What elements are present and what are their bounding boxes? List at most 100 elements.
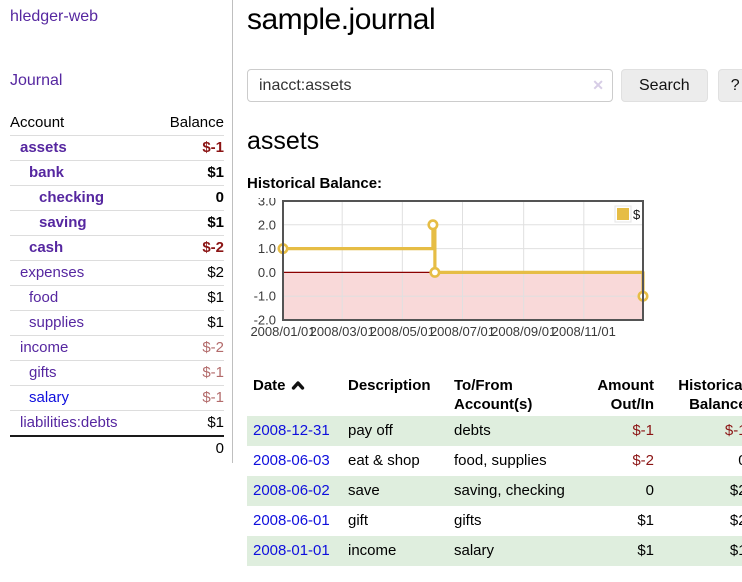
- plot-border: [282, 200, 644, 321]
- sort-ascending-icon: [291, 377, 305, 396]
- register-row[interactable]: 2008-06-02 save saving, checking 0 $2: [247, 476, 742, 506]
- account-row: supplies $1: [10, 310, 224, 336]
- y-tick-label: 2.0: [258, 217, 276, 232]
- account-balance: 0: [152, 185, 224, 211]
- data-point-marker[interactable]: [429, 266, 441, 278]
- transaction-balance: 0: [660, 446, 742, 476]
- account-row: cash $-2: [10, 235, 224, 261]
- accounts-total-spacer: [10, 435, 153, 461]
- account-balance: $-1: [152, 135, 224, 161]
- transaction-balance: $-1: [724, 422, 742, 439]
- clear-search-icon[interactable]: ✕: [592, 77, 604, 93]
- register-header-amount: Amount Out/In: [597, 377, 654, 413]
- account-name-cell: bank: [10, 160, 153, 186]
- accounts-header-row: Account Balance: [10, 111, 224, 136]
- register-row[interactable]: 2008-06-01 gift gifts $1 $2: [247, 506, 742, 536]
- account-balance: $2: [152, 260, 224, 286]
- account-name-cell: saving: [10, 210, 153, 236]
- register-header-description: Description: [348, 377, 431, 394]
- register-row[interactable]: 2008-06-03 eat & shop food, supplies $-2…: [247, 446, 742, 476]
- register-row[interactable]: 2008-12-31 pay off debts $-1 $-1: [247, 416, 742, 446]
- account-balance: $1: [152, 160, 224, 186]
- x-tick-label: 2008/07/01: [430, 324, 495, 339]
- x-tick-label: 2008/11/01: [552, 324, 616, 339]
- account-link[interactable]: food: [29, 289, 59, 306]
- legend-label: $: [633, 207, 641, 222]
- account-link[interactable]: checking: [39, 189, 105, 206]
- brand-link[interactable]: hledger-web: [10, 8, 99, 25]
- accounts-header-account: Account: [10, 111, 153, 136]
- account-link[interactable]: bank: [29, 164, 65, 181]
- transaction-accounts: gifts: [454, 512, 482, 529]
- account-link[interactable]: assets: [20, 139, 67, 156]
- account-name-cell: food: [10, 285, 153, 311]
- x-tick-label: 2008/03/01: [310, 324, 375, 339]
- historical-balance-chart[interactable]: 3.0 2.0 1.0 0.0 -1.0 -2.0 2008/01/01 2008/03/01…: [247, 198, 742, 350]
- account-name-cell: liabilities:debts: [10, 411, 152, 437]
- transaction-amount: 0: [645, 482, 654, 499]
- app-window: hledger-web Journal Account Balance asse…: [10, 0, 742, 566]
- search-button[interactable]: Search: [621, 69, 708, 102]
- search-field-wrap: ✕: [247, 69, 613, 102]
- account-name-cell: supplies: [10, 310, 153, 336]
- y-tick-label: 3.0: [258, 198, 276, 209]
- account-link[interactable]: expenses: [20, 264, 85, 281]
- accounts-balance-table: Account Balance assets $-1 bank $1 check…: [10, 111, 224, 461]
- register-header-row: Date Description To/From Account(s) Amou…: [247, 374, 742, 416]
- account-name-cell: income: [10, 335, 153, 361]
- transaction-date-link[interactable]: 2008-12-31: [253, 422, 330, 439]
- account-link[interactable]: income: [20, 339, 69, 356]
- transaction-date-cell: 2008-12-31: [247, 416, 348, 446]
- register-header-date[interactable]: Date: [247, 374, 348, 416]
- search-input[interactable]: [247, 69, 613, 102]
- account-name-cell: gifts: [10, 360, 153, 386]
- account-balance: $1: [152, 310, 224, 336]
- transaction-date-cell: 2008-06-01: [247, 506, 348, 536]
- app-brand: hledger-web: [10, 8, 224, 26]
- accounts-header-balance: Balance: [152, 111, 224, 136]
- y-tick-label: -2.0: [254, 313, 276, 328]
- transaction-amount: $-2: [632, 452, 654, 469]
- account-row: bank $1: [10, 160, 224, 186]
- sidebar-item-journal[interactable]: Journal: [10, 72, 63, 89]
- account-row: gifts $-1: [10, 360, 224, 386]
- account-row: assets $-1: [10, 135, 224, 161]
- account-row: salary $-1: [10, 385, 224, 411]
- register-table: Date Description To/From Account(s) Amou…: [247, 374, 742, 566]
- register-header-accounts: To/From Account(s): [454, 377, 533, 413]
- account-name-cell: salary: [10, 385, 153, 411]
- account-link[interactable]: supplies: [29, 314, 85, 331]
- y-tick-label: 1.0: [258, 241, 276, 256]
- account-heading: assets: [247, 127, 320, 155]
- transaction-date-link[interactable]: 2008-06-02: [253, 482, 330, 499]
- x-tick-label: 2008/01/01: [250, 324, 315, 339]
- account-link[interactable]: salary: [29, 389, 70, 406]
- account-balance: $-2: [152, 235, 224, 261]
- register-row[interactable]: 2008-01-01 income salary $1 $1: [247, 536, 742, 566]
- account-name-cell: assets: [10, 135, 153, 161]
- account-balance: $-1: [152, 385, 224, 411]
- account-balance: $1: [207, 414, 224, 431]
- account-link[interactable]: saving: [39, 214, 87, 231]
- transaction-description: gift: [348, 512, 369, 529]
- account-row: expenses $2: [10, 260, 224, 286]
- transaction-accounts: debts: [454, 422, 491, 439]
- account-name-cell: cash: [10, 235, 153, 261]
- transaction-date-link[interactable]: 2008-06-01: [253, 512, 330, 529]
- account-link[interactable]: liabilities:debts: [20, 414, 118, 431]
- chart-title: Historical Balance:: [247, 175, 383, 192]
- help-button[interactable]: ?: [717, 69, 742, 102]
- transaction-description: income: [348, 542, 397, 559]
- x-tick-label: 2008/05/01: [370, 324, 435, 339]
- account-balance: $1: [152, 210, 224, 236]
- transaction-amount: $-1: [632, 422, 654, 439]
- account-link[interactable]: gifts: [29, 364, 57, 381]
- account-name-cell: expenses: [10, 260, 153, 286]
- account-row: food $1: [10, 285, 224, 311]
- transaction-date-link[interactable]: 2008-01-01: [253, 542, 330, 559]
- account-balance: $1: [152, 285, 224, 311]
- transaction-date-link[interactable]: 2008-06-03: [253, 452, 330, 469]
- transaction-date-cell: 2008-01-01: [247, 536, 348, 566]
- account-link[interactable]: cash: [29, 239, 64, 256]
- data-point-marker[interactable]: [427, 219, 439, 231]
